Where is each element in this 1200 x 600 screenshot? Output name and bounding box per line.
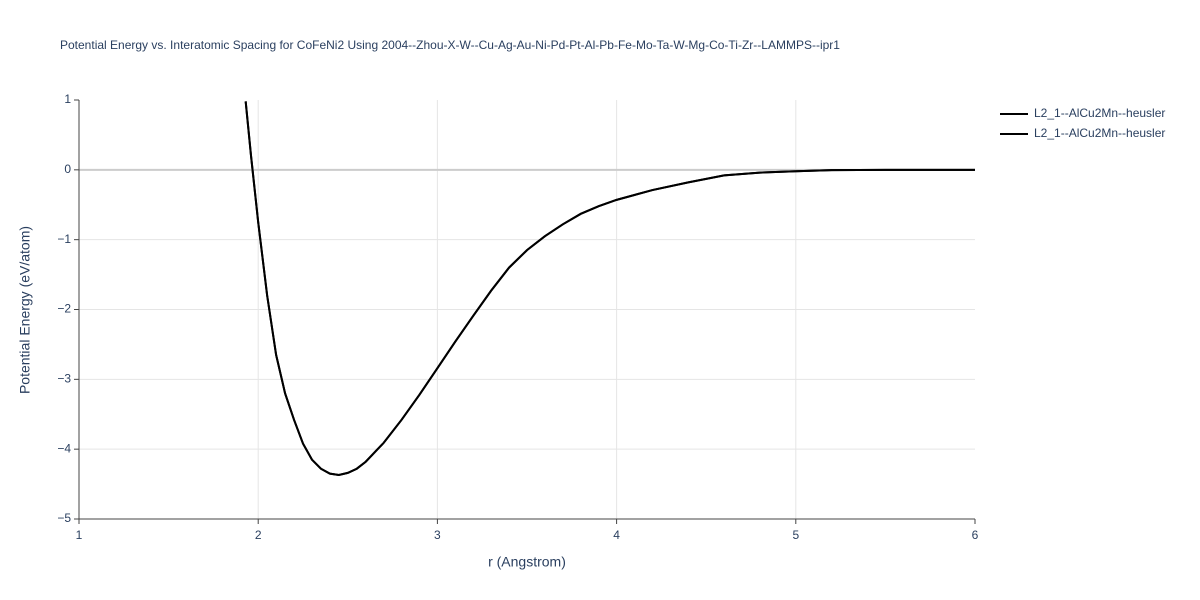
y-tick-label: −5 xyxy=(57,511,71,525)
x-tick-label: 4 xyxy=(613,528,620,542)
x-tick-label: 5 xyxy=(792,528,799,542)
y-tick-label: 0 xyxy=(64,162,71,176)
series-line xyxy=(244,101,975,477)
x-tick-label: 1 xyxy=(76,528,83,542)
y-tick-label: −2 xyxy=(57,302,71,316)
legend-label: L2_1--AlCu2Mn--heusler xyxy=(1034,126,1165,140)
y-tick-label: −3 xyxy=(57,372,71,386)
grid xyxy=(74,99,976,524)
legend: L2_1--AlCu2Mn--heusler L2_1--AlCu2Mn--heu… xyxy=(1000,106,1165,140)
x-tick-label: 2 xyxy=(255,528,262,542)
chart-title: Potential Energy vs. Interatomic Spacing… xyxy=(60,38,840,52)
legend-label: L2_1--AlCu2Mn--heusler xyxy=(1034,106,1165,120)
x-axis-label: r (Angstrom) xyxy=(488,554,566,570)
y-axis-label: Potential Energy (eV/atom) xyxy=(17,226,33,394)
series-line xyxy=(244,101,975,477)
x-tick-label: 6 xyxy=(972,528,979,542)
y-tick-label: 1 xyxy=(64,92,71,106)
y-tick-label: −1 xyxy=(57,232,71,246)
y-tick-label: −4 xyxy=(57,441,71,455)
x-tick-label: 3 xyxy=(434,528,441,542)
plot-area xyxy=(244,101,975,477)
